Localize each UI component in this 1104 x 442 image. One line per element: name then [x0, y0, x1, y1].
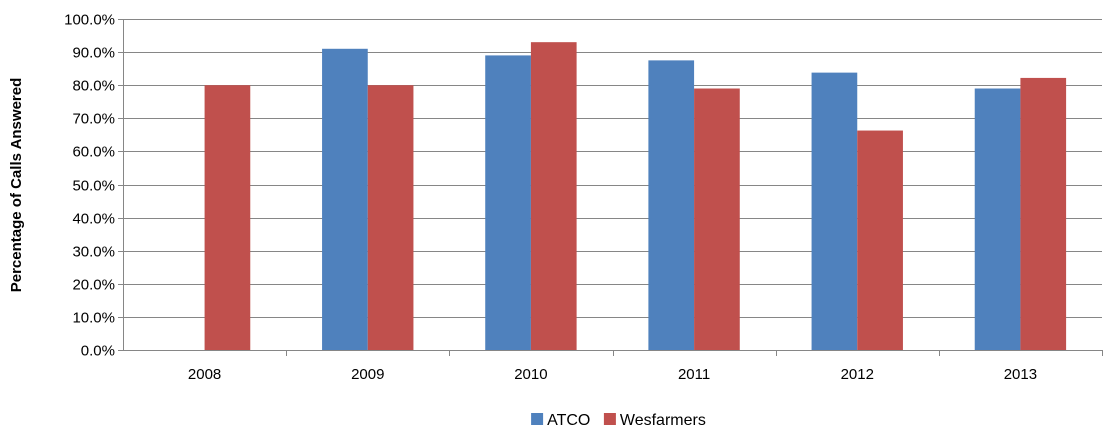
y-tick-label: 40.0%	[72, 211, 115, 228]
legend-swatch-atco	[531, 413, 543, 425]
y-tick-label: 50.0%	[72, 178, 115, 195]
bar-atco-2012	[812, 73, 858, 350]
y-axis-title: Percentage of Calls Answered	[8, 78, 25, 293]
y-tick-label: 70.0%	[72, 111, 115, 128]
x-tick-label: 2012	[841, 366, 874, 383]
y-tick-label: 90.0%	[72, 45, 115, 62]
bar-wesfarmers-2011	[694, 89, 740, 350]
y-tick-label: 10.0%	[72, 310, 115, 327]
bar-atco-2010	[485, 55, 531, 350]
legend-swatch-wesfarmers	[604, 413, 616, 425]
y-tick-label: 20.0%	[72, 277, 115, 294]
y-tick-label: 100.0%	[64, 12, 115, 29]
legend: ATCO Wesfarmers	[531, 412, 706, 429]
y-tick-label: 60.0%	[72, 144, 115, 161]
bar-atco-2013	[975, 89, 1021, 350]
gridlines	[123, 20, 1102, 318]
y-tick-label: 30.0%	[72, 244, 115, 261]
bar-wesfarmers-2009	[368, 85, 414, 350]
y-tick-label: 80.0%	[72, 78, 115, 95]
x-tick-label: 2013	[1004, 366, 1037, 383]
bar-wesfarmers-2012	[857, 131, 903, 350]
bar-wesfarmers-2008	[205, 85, 251, 350]
bar-atco-2009	[322, 49, 368, 350]
legend-label-wesfarmers: Wesfarmers	[620, 412, 706, 429]
x-tick-label: 2008	[188, 366, 221, 383]
x-tick-label: 2011	[678, 366, 710, 383]
x-tick-label: 2009	[351, 366, 384, 383]
bar-atco-2011	[648, 60, 694, 350]
bar-wesfarmers-2013	[1020, 78, 1066, 350]
y-tick-label: 0.0%	[81, 343, 115, 360]
bar-wesfarmers-2010	[531, 42, 577, 350]
bars	[205, 42, 1067, 350]
legend-label-atco: ATCO	[547, 412, 590, 429]
x-tick-label: 2010	[514, 366, 547, 383]
